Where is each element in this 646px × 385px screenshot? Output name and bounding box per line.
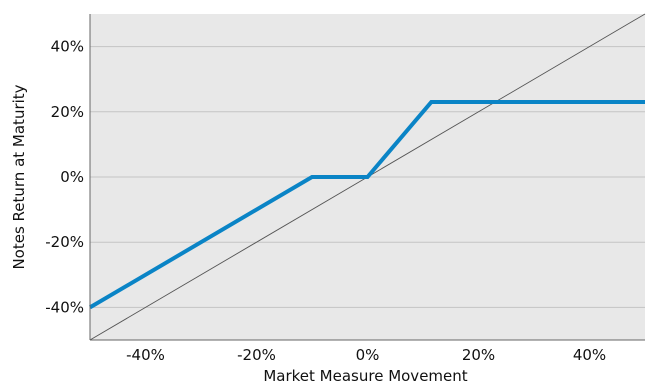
plot-frame [89,14,645,341]
y-tick-label: 0% [60,168,84,186]
x-tick-label: 40% [573,346,606,364]
x-tick-label: 20% [462,346,495,364]
x-tick-label: -20% [237,346,276,364]
y-axis-label: Notes Return at Maturity [10,84,28,269]
y-axis-ticks: -40% -20% 0% 20% 40% [45,38,84,317]
x-axis-ticks: -40% -20% 0% 20% 40% [126,346,606,364]
y-tick-label: 40% [51,38,84,56]
series-layer [88,13,646,341]
x-tick-label: -40% [126,346,165,364]
x-tick-label: 0% [356,346,380,364]
y-tick-label: -40% [45,298,84,316]
y-tick-label: -20% [45,233,84,251]
payoff-line [88,100,645,310]
y-tick-label: 20% [51,103,84,121]
x-axis-label: Market Measure Movement [263,367,467,385]
